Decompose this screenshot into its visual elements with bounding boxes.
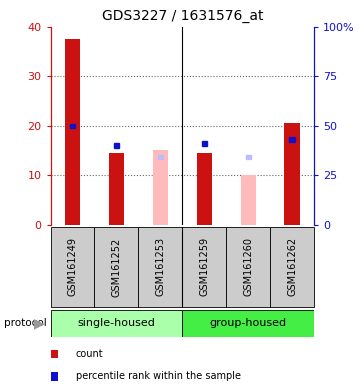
Title: GDS3227 / 1631576_at: GDS3227 / 1631576_at [101, 9, 263, 23]
Bar [65, 39, 80, 225]
Bar [290, 137, 295, 142]
FancyBboxPatch shape [95, 227, 138, 307]
Text: single-housed: single-housed [78, 318, 155, 328]
FancyBboxPatch shape [270, 227, 314, 307]
FancyBboxPatch shape [226, 227, 270, 307]
FancyBboxPatch shape [182, 227, 226, 307]
Text: GSM161252: GSM161252 [112, 237, 121, 296]
FancyBboxPatch shape [138, 227, 182, 307]
Bar [70, 124, 75, 128]
Bar [109, 153, 124, 225]
Text: GSM161253: GSM161253 [155, 237, 165, 296]
FancyBboxPatch shape [182, 310, 314, 337]
FancyBboxPatch shape [51, 310, 182, 337]
Bar [114, 143, 119, 148]
Text: GSM161249: GSM161249 [68, 237, 78, 296]
Bar [158, 156, 163, 159]
Text: percentile rank within the sample: percentile rank within the sample [76, 371, 241, 381]
Bar [197, 153, 212, 225]
FancyBboxPatch shape [51, 227, 95, 307]
Text: GSM161259: GSM161259 [199, 237, 209, 296]
Bar [284, 123, 300, 225]
Bar [202, 141, 207, 146]
Text: group-housed: group-housed [210, 318, 287, 328]
Text: count: count [76, 349, 104, 359]
Bar [245, 156, 251, 159]
Text: GSM161260: GSM161260 [243, 237, 253, 296]
Text: GSM161262: GSM161262 [287, 237, 297, 296]
Bar [153, 151, 168, 225]
Bar [240, 175, 256, 225]
Text: protocol: protocol [4, 318, 46, 328]
Text: ▶: ▶ [34, 316, 44, 330]
